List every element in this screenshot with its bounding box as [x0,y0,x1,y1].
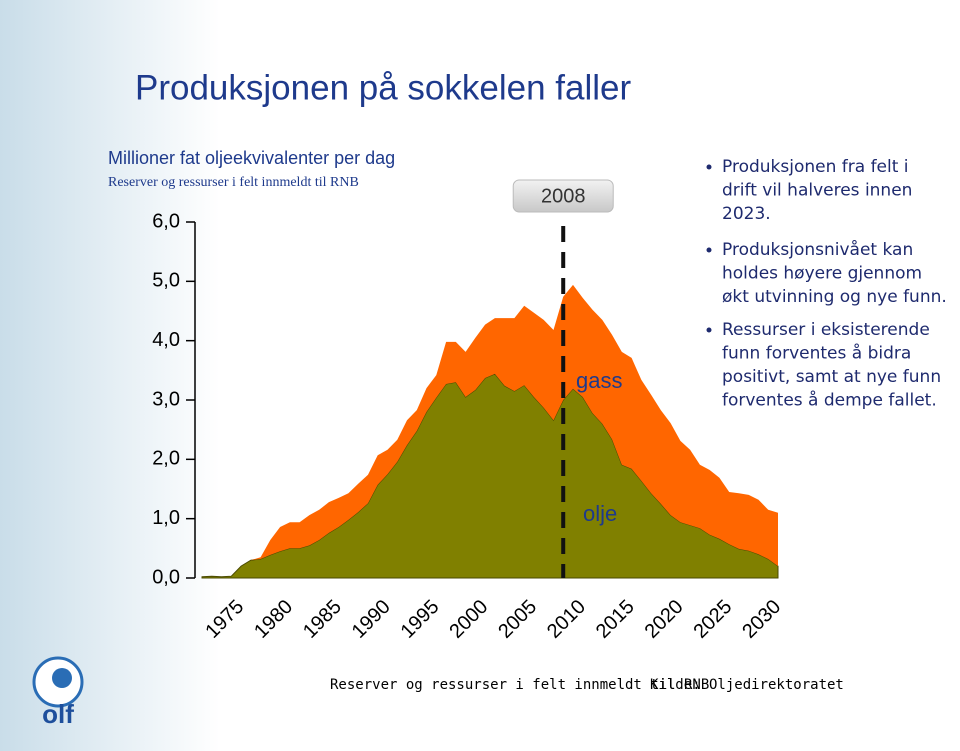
bullet [706,327,712,333]
x-tick-label: 1995 [397,596,444,643]
logo-drop [52,668,72,688]
source: Kilde: Oljedirektoratet [650,677,844,693]
x-tick-label: 1990 [348,596,395,643]
bullet-text: økt utvinning og nye funn. [722,287,947,307]
y-tick-label: 5,0 [152,270,180,292]
bullet-text: drift vil halveres innen [722,181,912,201]
series-label: olje [583,501,617,526]
bullet-list: Produksjonen fra felt i drift vil halvere… [706,157,947,411]
bullet [706,247,712,253]
bullet-text: 2023. [722,204,771,224]
bullet [706,164,712,170]
logo: olf [32,656,84,729]
x-tick-label: 2015 [592,596,639,643]
y-tick-label: 4,0 [152,329,180,351]
y-tick-label: 0,0 [152,566,180,588]
y-tick-label: 1,0 [152,507,180,529]
area [202,284,778,577]
y-tick-label: 6,0 [152,210,180,232]
x-tick-label: 2025 [689,596,736,643]
bullet-text: Ressurser i eksisterende [722,320,930,340]
bullet-text: positivt, samt at nye funn [722,367,941,387]
reference-label: 2008 [541,185,586,207]
y-tick-label: 3,0 [152,388,180,410]
bullet-text: Produksjonen fra felt i [722,157,909,177]
x-tick-label: 1985 [299,596,346,643]
reference-box [512,179,614,213]
x-tick-label: 2010 [543,596,590,643]
x-tick-label: 2000 [445,596,492,643]
subtitle: Reserver og ressurser i felt innmeldt ti… [108,175,359,190]
subtitle: Millioner fat oljeekvivalenter per dag [108,148,395,168]
bullet-text: funn forventes å bidra [722,343,911,364]
x-tick-label: 2020 [641,596,688,643]
x-tick-label: 2030 [738,596,785,643]
bullet-text: holdes høyere gjennom [722,264,922,284]
background [0,0,220,751]
bullet-text: Produksjonsnivået kan [722,239,913,260]
x-tick-label: 1980 [250,596,297,643]
chart-title: Produksjonen på sokkelen faller [135,68,631,107]
series-label: gass [576,368,622,393]
logo-text: olf [42,699,74,729]
bullet-text: forventes å dempe fallet. [722,390,937,411]
footer: Reserver og ressurser i felt innmeldt ti… [330,677,709,693]
y-tick-label: 2,0 [152,448,180,470]
x-tick-label: 2005 [494,596,541,643]
